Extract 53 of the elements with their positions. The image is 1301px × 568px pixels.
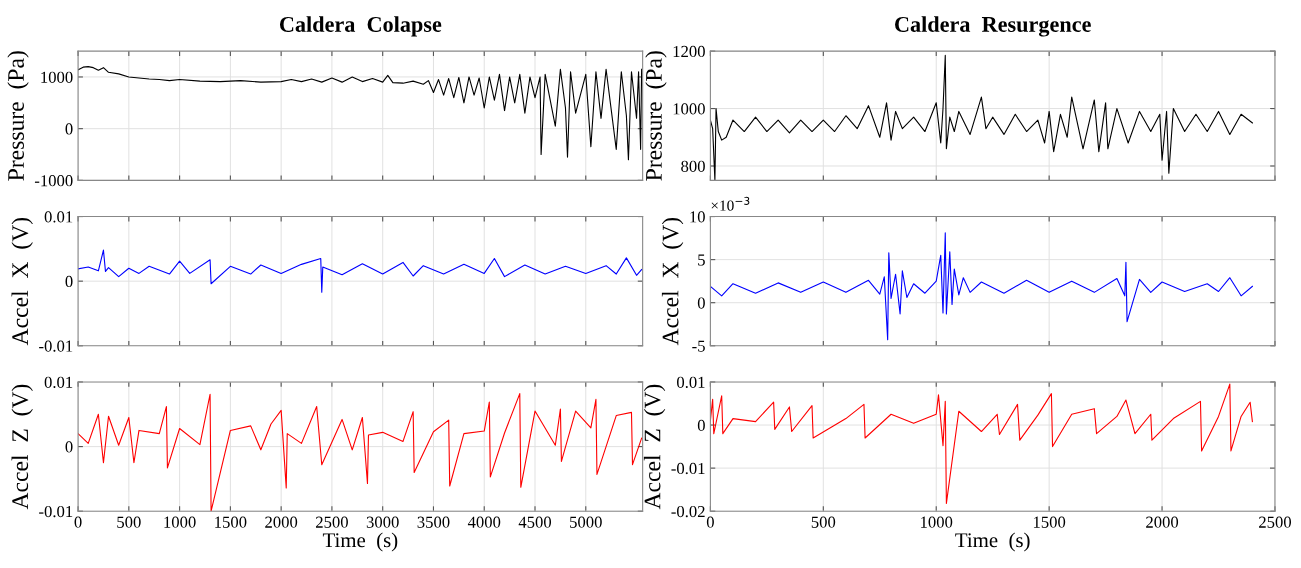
x-tick-label: 1500 xyxy=(215,516,247,528)
x-tick-label: 2000 xyxy=(1146,516,1179,528)
x-tick-label: 0 xyxy=(706,516,714,528)
y-tick-label: 800 xyxy=(681,160,705,172)
y-tick-label: 0 xyxy=(65,275,73,288)
y-tick-label: 0.01 xyxy=(44,211,73,223)
x-tick-label: 4000 xyxy=(467,516,501,528)
x-tick-label: 2500 xyxy=(1259,516,1292,528)
line-series xyxy=(78,66,643,161)
y-tick-label: 0.01 xyxy=(44,376,73,388)
y-tick-label: 0 xyxy=(697,297,705,309)
chart-title: Caldera Resurgence xyxy=(895,16,1091,37)
y-axis-title: Pressure (Pa) xyxy=(7,51,29,181)
y-tick-label: 0 xyxy=(65,441,73,453)
x-tick-label: 2000 xyxy=(265,516,298,528)
y-tick-label: -5 xyxy=(692,340,705,352)
x-tick-label: 500 xyxy=(117,516,141,528)
y-tick-label: 0 xyxy=(697,419,705,431)
chart-title: Caldera Colapse xyxy=(279,16,442,37)
x-tick-label: 2500 xyxy=(315,516,348,528)
x-tick-label: 0 xyxy=(74,516,82,528)
x-tick-label: 3500 xyxy=(417,516,450,528)
y-tick-label: 10 xyxy=(690,211,705,223)
x-axis-title: Time (s) xyxy=(322,532,398,552)
y-axis-title: Accel Z (V) xyxy=(11,384,33,510)
y-tick-label: 5 xyxy=(698,254,705,266)
x-tick-label: 500 xyxy=(811,516,836,528)
text: ×10$^{−3}$ xyxy=(711,196,750,211)
y-axis-title: Accel Z (V) xyxy=(643,384,666,510)
line-series xyxy=(710,383,1253,505)
y-axis-title: Accel X (V) xyxy=(11,217,33,346)
y-axis-title: Pressure (Pa) xyxy=(645,51,667,181)
y-tick-label: -0.02 xyxy=(671,505,705,518)
x-tick-label: 3000 xyxy=(366,516,399,528)
y-tick-label: -0.01 xyxy=(39,340,73,352)
y-tick-label: -0.01 xyxy=(671,462,705,475)
y-tick-label: 1000 xyxy=(673,103,705,115)
line-series xyxy=(710,232,1253,341)
x-axis-title: Time (s) xyxy=(955,532,1030,552)
x-tick-label: 5000 xyxy=(570,516,602,528)
x-tick-label: 1500 xyxy=(1033,516,1066,528)
line-series xyxy=(710,54,1253,181)
x-tick-label: 1000 xyxy=(921,516,953,528)
x-tick-label: 1000 xyxy=(164,516,196,528)
y-tick-label: 1200 xyxy=(673,45,705,58)
y-tick-label: 1000 xyxy=(41,71,73,83)
line-series xyxy=(78,249,643,293)
y-tick-label: -0.01 xyxy=(39,505,73,518)
y-axis-title: Accel X (V) xyxy=(661,217,684,346)
y-tick-label: 0.01 xyxy=(677,376,705,388)
y-tick-label: 0 xyxy=(65,123,73,135)
y-tick-label: -1000 xyxy=(34,175,73,187)
x-tick-label: 4500 xyxy=(518,516,552,528)
